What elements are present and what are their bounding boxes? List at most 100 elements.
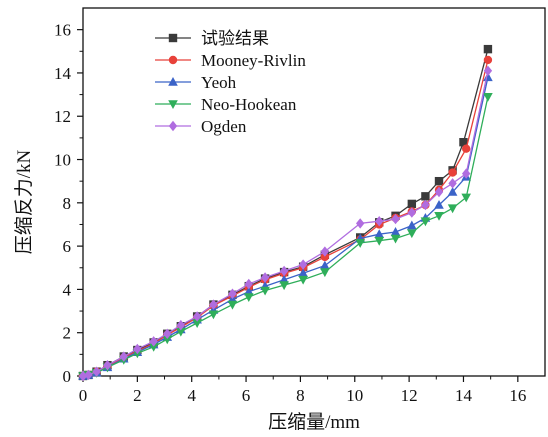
data-point	[421, 192, 430, 201]
legend-marker	[168, 120, 178, 132]
legend-label: Ogden	[201, 117, 247, 136]
y-tick-label: 8	[63, 194, 72, 213]
data-point	[192, 311, 202, 322]
data-point	[84, 369, 93, 381]
y-tick-label: 12	[54, 107, 71, 126]
data-point	[391, 213, 400, 225]
legend-marker	[168, 77, 178, 86]
x-tick-labels: 0 2 4 6 8 10 12 14 16	[79, 386, 527, 405]
data-point	[448, 178, 457, 189]
data-point	[260, 272, 270, 283]
data-point	[133, 343, 142, 355]
plot-frame	[82, 7, 546, 377]
data-point	[434, 176, 444, 186]
data-point	[447, 204, 458, 214]
data-point	[407, 229, 417, 239]
data-point	[483, 92, 493, 102]
data-point	[355, 239, 365, 248]
data-point	[320, 252, 330, 262]
data-point	[279, 265, 289, 277]
data-point	[103, 359, 112, 371]
data-point	[374, 229, 385, 239]
y-tick-label: 16	[54, 21, 71, 40]
series-line	[82, 96, 489, 377]
data-point	[228, 288, 237, 299]
data-point	[244, 278, 253, 290]
y-tick-label: 6	[63, 237, 72, 256]
data-point	[483, 72, 493, 82]
data-point	[243, 286, 254, 296]
data-point	[448, 168, 457, 177]
data-point	[320, 260, 330, 270]
legend: 试验结果 Mooney-Rivlin Yeoh Neo-Hookean Ogden	[155, 29, 306, 136]
legend-label: Mooney-Rivlin	[201, 51, 306, 70]
data-point	[374, 236, 385, 246]
data-point	[320, 246, 330, 257]
data-point	[298, 259, 308, 270]
legend-item: Ogden	[155, 117, 247, 136]
legend-marker	[168, 55, 178, 65]
data-point	[176, 327, 186, 337]
x-tick-label: 2	[133, 386, 142, 405]
data-point	[407, 199, 417, 209]
data-point	[279, 274, 289, 284]
x-axis-label: 压缩量/mm	[268, 411, 360, 433]
data-point	[421, 199, 430, 211]
data-point	[192, 319, 202, 328]
data-point	[148, 342, 159, 352]
data-point	[434, 186, 444, 198]
x-tick-label: 8	[296, 386, 305, 405]
legend-marker	[168, 100, 178, 109]
x-tick-label: 4	[187, 386, 196, 405]
data-point	[407, 220, 417, 230]
series-line	[82, 77, 489, 377]
legend-item: 试验结果	[155, 29, 269, 48]
data-point	[260, 286, 270, 296]
legend-label: Neo-Hookean	[201, 95, 297, 114]
legend-label: Yeoh	[201, 73, 237, 92]
data-point	[461, 144, 471, 153]
series-3	[78, 72, 493, 380]
data-point	[483, 44, 493, 54]
data-point	[483, 55, 493, 65]
y-tick-label: 14	[54, 64, 72, 83]
x-tick-label: 16	[509, 386, 526, 405]
series-line	[82, 70, 489, 377]
data-point	[434, 199, 444, 209]
data-point	[483, 65, 493, 76]
data-point	[298, 268, 308, 277]
data-point	[163, 328, 172, 339]
data-point	[320, 268, 330, 278]
y-tick-labels: 0 2 4 6 8 10 12 14 16	[54, 21, 72, 386]
data-point	[119, 351, 128, 362]
legend-marker	[168, 33, 178, 43]
data-point	[243, 293, 254, 302]
series-4	[78, 92, 493, 381]
data-point	[149, 336, 158, 347]
series-5	[78, 65, 493, 382]
data-point	[390, 227, 401, 236]
data-point	[279, 281, 289, 291]
data-point	[162, 335, 173, 345]
data-point	[434, 212, 444, 221]
data-point	[390, 234, 401, 244]
data-point	[208, 310, 219, 320]
data-point	[227, 300, 238, 310]
data-point	[459, 138, 468, 147]
x-tick-label: 0	[79, 386, 88, 405]
data-point	[356, 218, 365, 229]
data-point	[447, 187, 458, 196]
legend-item: Mooney-Rivlin	[155, 51, 306, 70]
legend-label: 试验结果	[201, 29, 269, 48]
y-tick-label: 2	[63, 324, 72, 343]
y-axis-label: 压缩反力/kN	[13, 149, 35, 254]
series-layer	[78, 44, 493, 382]
data-point	[461, 193, 471, 203]
y-tick-label: 0	[63, 367, 72, 386]
data-point	[78, 370, 88, 382]
x-tick-label: 12	[401, 386, 418, 405]
data-point	[298, 275, 308, 285]
data-point	[407, 207, 417, 218]
data-point	[176, 319, 186, 331]
